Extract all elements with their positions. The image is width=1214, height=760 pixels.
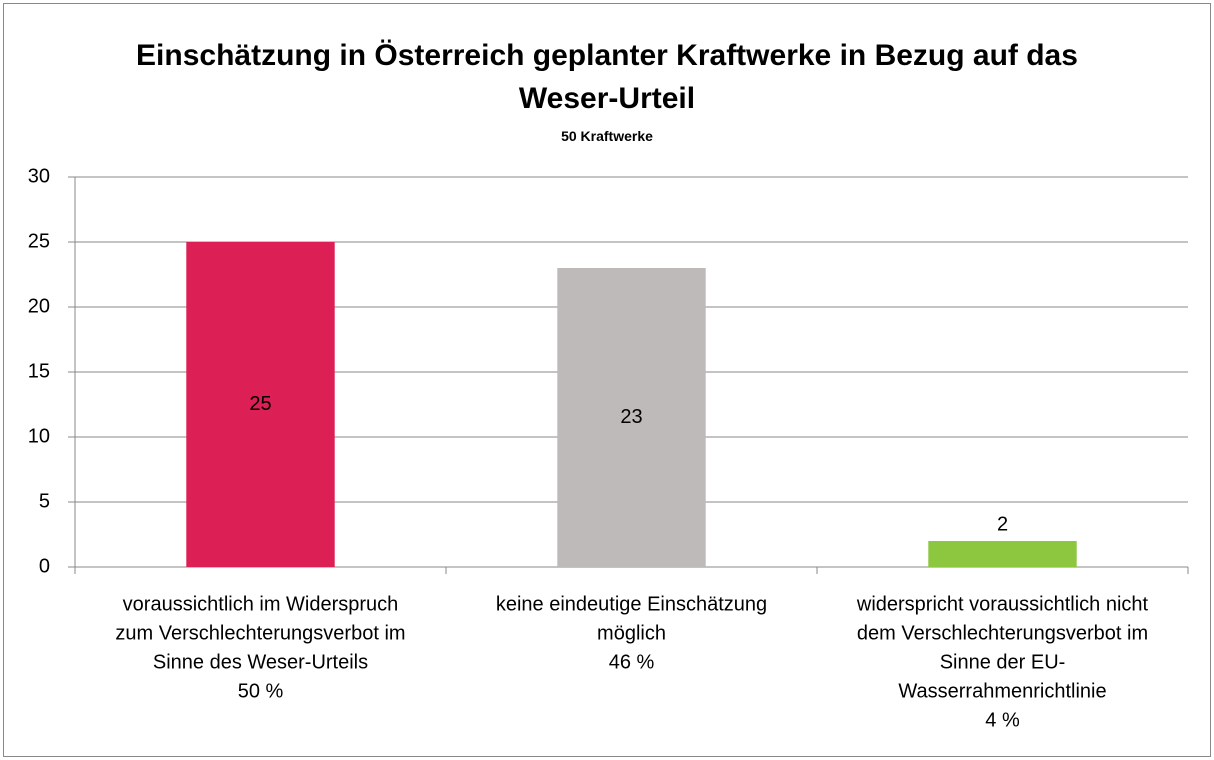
x-tick-label: 50 %: [238, 680, 284, 702]
bar: [186, 242, 335, 567]
y-tick-label: 5: [39, 490, 50, 512]
data-label: 2: [997, 513, 1008, 535]
x-tick-label: möglich: [597, 622, 666, 644]
chart-title: Einschätzung in Österreich geplanter Kra…: [136, 39, 1078, 115]
y-tick-label: 0: [39, 555, 50, 577]
y-tick-label: 10: [28, 425, 50, 447]
y-tick-label: 30: [28, 165, 50, 187]
x-tick-label: voraussichtlich im Widerspruch: [123, 593, 399, 615]
x-tick-label: 4 %: [985, 709, 1020, 731]
y-tick-label: 25: [28, 230, 50, 252]
x-tick-label: 46 %: [609, 651, 655, 673]
x-tick-label: zum Verschlechterungsverbot im: [115, 622, 405, 644]
data-label: 25: [249, 393, 271, 415]
x-tick-label: Sinne der EU-: [940, 651, 1066, 673]
bar: [557, 268, 706, 567]
x-tick-label: keine eindeutige Einschätzung: [496, 593, 767, 615]
bar: [928, 541, 1077, 567]
data-label: 23: [620, 406, 642, 428]
x-tick-label: dem Verschlechterungsverbot im: [857, 622, 1148, 644]
chart-subtitle: 50 Kraftwerke: [561, 128, 653, 144]
x-tick-label: Sinne des Weser-Urteils: [153, 651, 368, 673]
y-tick-label: 15: [28, 360, 50, 382]
x-tick-label: widerspricht voraussichtlich nicht: [856, 593, 1149, 615]
y-tick-label: 20: [28, 295, 50, 317]
x-tick-label: Wasserrahmenrichtlinie: [898, 680, 1106, 702]
